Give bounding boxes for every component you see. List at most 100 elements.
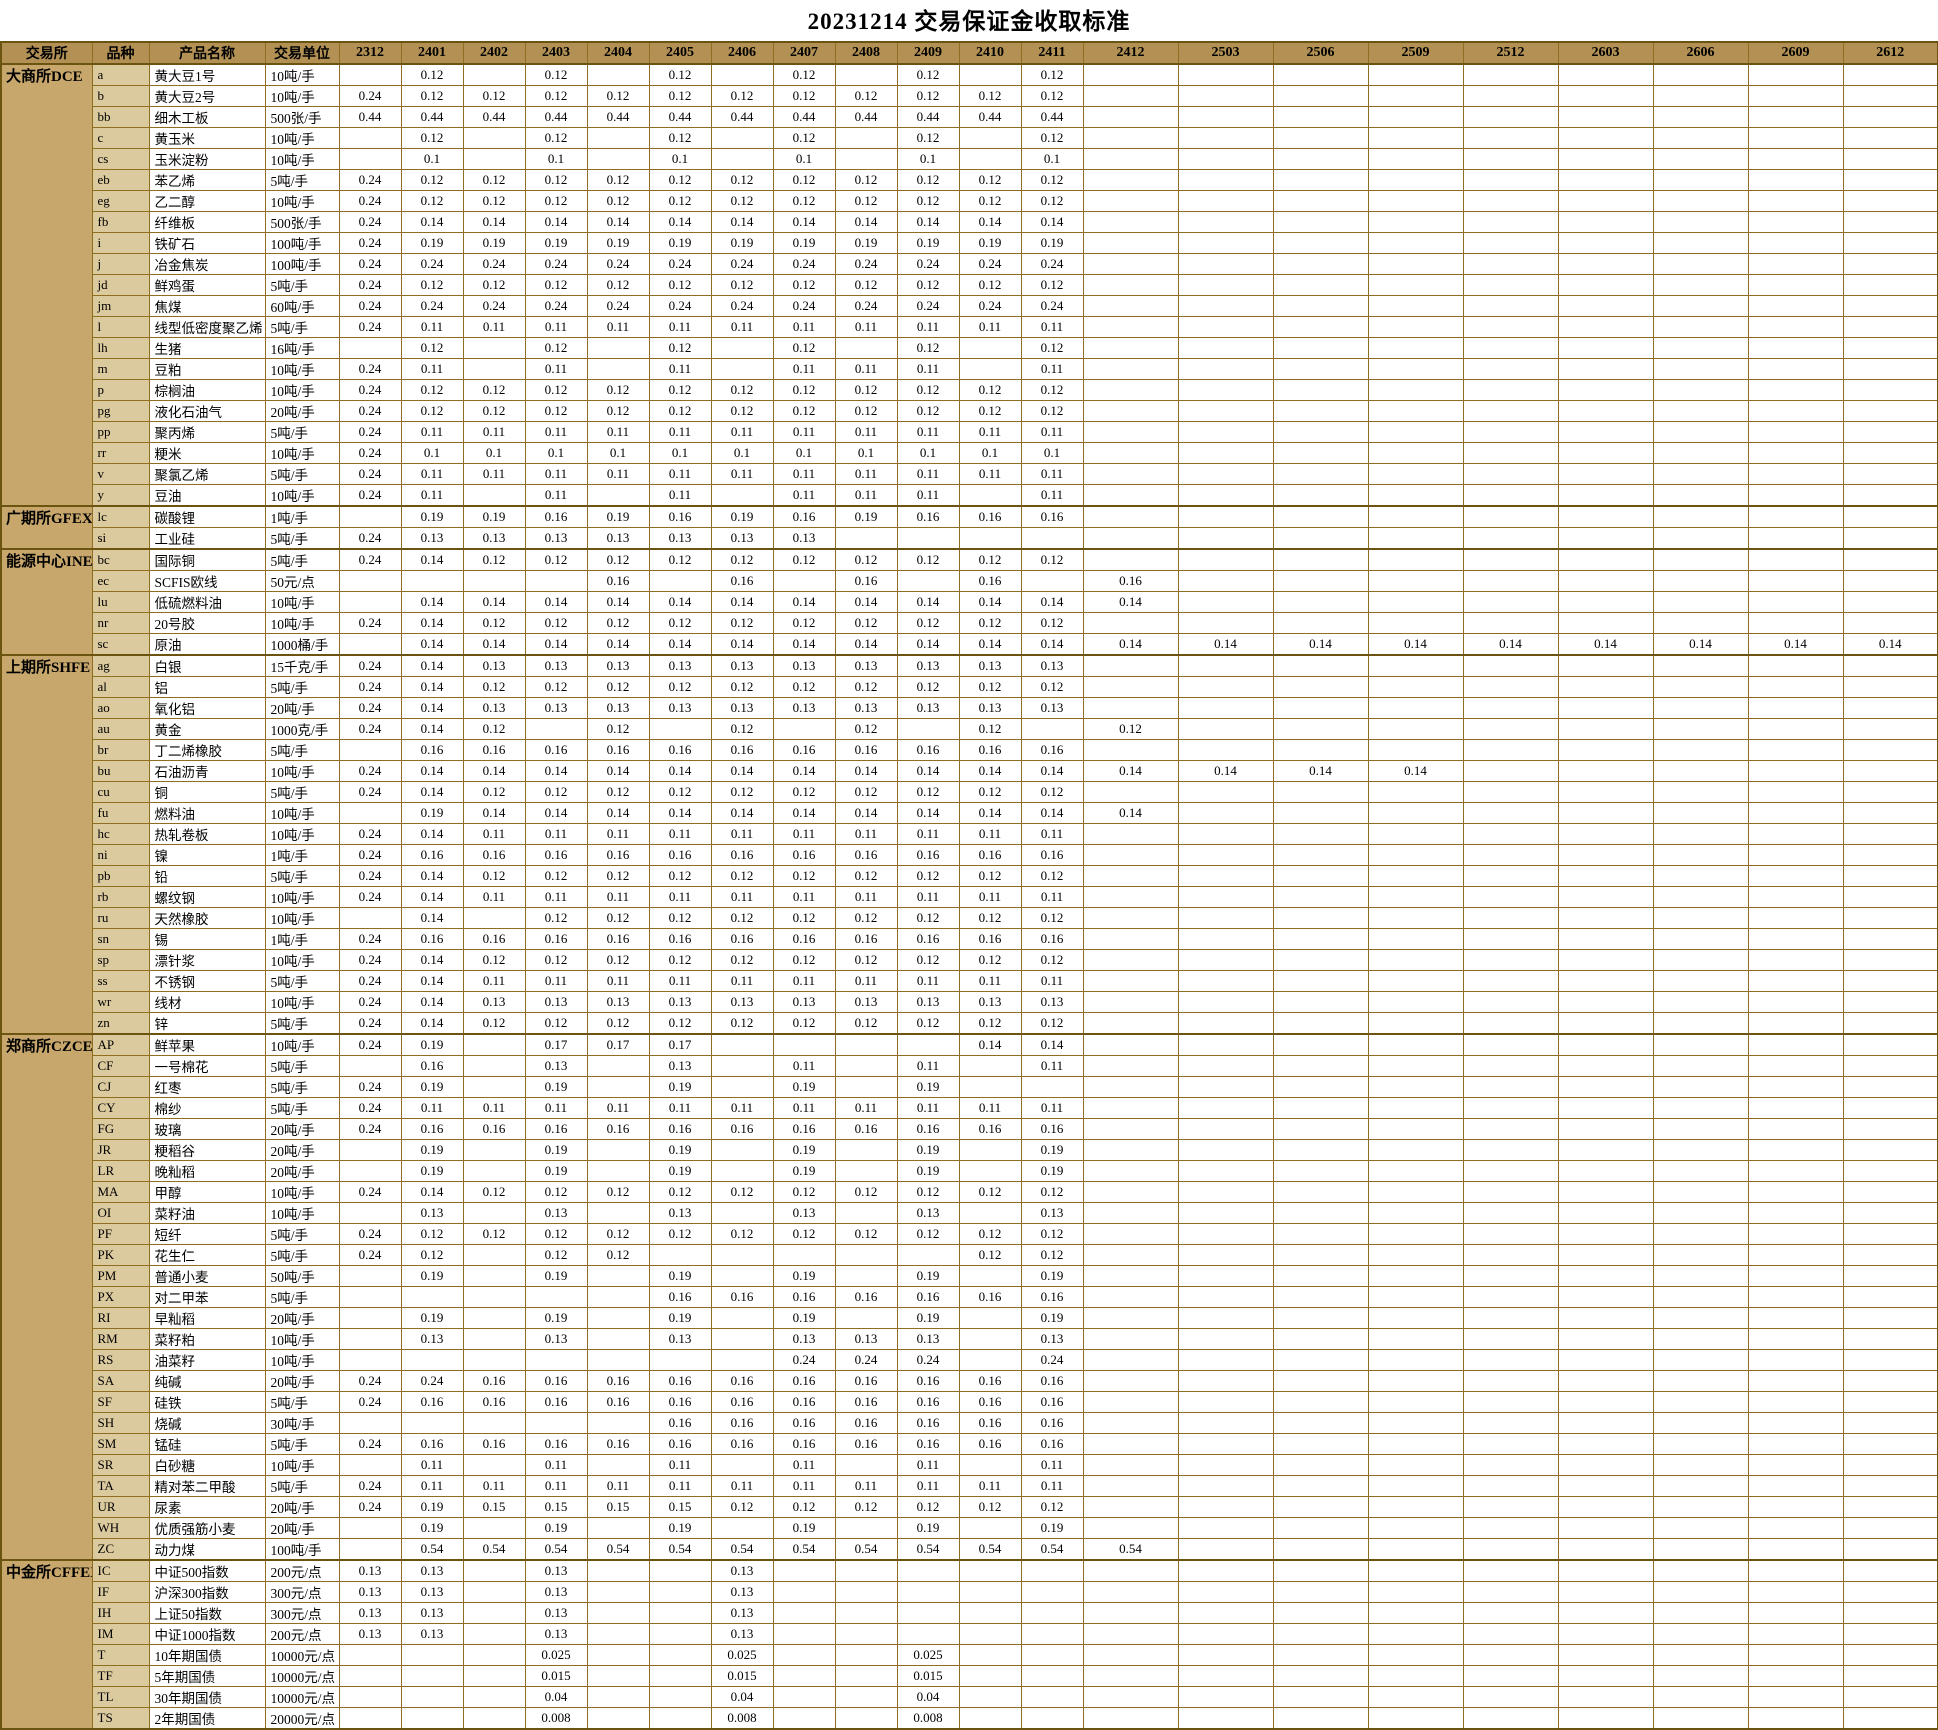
margin-cell-WH-2506 [1272,1517,1369,1539]
variety-code: SM [91,1433,150,1455]
margin-cell-pb-2603 [1557,865,1654,887]
margin-cell-cs-2312 [338,148,402,170]
margin-cell-si-2312: 0.24 [338,527,402,550]
margin-cell-IM-2612 [1842,1623,1938,1645]
margin-cell-AP-2612 [1842,1033,1938,1056]
margin-cell-ao-2401: 0.14 [400,697,464,719]
margin-cell-l-2312: 0.24 [338,316,402,338]
variety-code: CY [91,1097,150,1119]
margin-cell-T-2407 [772,1644,836,1666]
margin-cell-SM-2405: 0.16 [648,1433,712,1455]
margin-cell-jd-2403: 0.12 [524,274,588,296]
table-row-nr: nr 20号胶 10吨/手 0.24 0.14 0.12 0.12 0.12 0.12 0.12 0… [1,612,1938,634]
margin-cell-IF-2506 [1272,1581,1369,1603]
margin-cell-SR-2612 [1842,1454,1938,1476]
margin-cell-si-2405: 0.13 [648,527,712,550]
table-row-ec: ec SCFIS欧线 50元/点 0.16 0.16 0.16 0.16 0.16 [1,570,1938,592]
margin-cell-IC-2408 [834,1559,898,1582]
margin-cell-CF-2503 [1177,1055,1274,1077]
margin-cell-si-2402: 0.13 [462,527,526,550]
margin-cell-cs-2412 [1082,148,1179,170]
margin-cell-RS-2402 [462,1349,526,1371]
page-title: 20231214 交易保证金收取标准 [807,9,1131,34]
margin-cell-ZC-2411: 0.54 [1020,1538,1084,1561]
margin-cell-cu-2506 [1272,781,1369,803]
margin-cell-PK-2506 [1272,1244,1369,1266]
margin-cell-eb-2407: 0.12 [772,169,836,191]
variety-code: si [91,527,150,550]
margin-cell-LR-2403: 0.19 [524,1160,588,1182]
trading-unit: 5吨/手 [264,316,340,338]
margin-cell-OI-2609 [1747,1202,1844,1224]
margin-cell-ec-2503 [1177,570,1274,592]
margin-cell-RM-2503 [1177,1328,1274,1350]
margin-cell-PF-2512 [1462,1223,1559,1245]
table-row-OI: OI 菜籽油 10吨/手 0.13 0.13 0.13 0.13 0.13 0.13 [1,1202,1938,1224]
trading-unit: 10吨/手 [264,63,340,86]
trading-unit: 20吨/手 [264,697,340,719]
margin-cell-lh-2503 [1177,337,1274,359]
margin-cell-pg-2606 [1652,400,1749,422]
table-row-al: al 铝 5吨/手 0.24 0.14 0.12 0.12 0.12 0.12 0.12 0.12 0… [1,676,1938,698]
margin-cell-sp-2406: 0.12 [710,949,774,971]
margin-cell-PM-2512 [1462,1265,1559,1287]
margin-cell-sp-2603 [1557,949,1654,971]
margin-cell-a-2506 [1272,63,1369,86]
margin-cell-ZC-2312 [338,1538,402,1561]
margin-cell-bu-2409: 0.14 [896,760,960,782]
margin-cell-TS-2410 [958,1707,1022,1730]
product-name: 铝 [148,676,266,698]
margin-cell-br-2603 [1557,739,1654,761]
margin-cell-PK-2401: 0.12 [400,1244,464,1266]
trading-unit: 10吨/手 [264,949,340,971]
margin-cell-WH-2609 [1747,1517,1844,1539]
trading-unit: 5吨/手 [264,781,340,803]
table-row-WH: WH 优质强筋小麦 20吨/手 0.19 0.19 0.19 0.19 0.19 0.19 [1,1517,1938,1539]
product-name: 细木工板 [148,106,266,128]
trading-unit: 10吨/手 [264,1328,340,1350]
margin-cell-TF-2407 [772,1665,836,1687]
margin-cell-PK-2312: 0.24 [338,1244,402,1266]
variety-code: pg [91,400,150,422]
margin-cell-wr-2509 [1367,991,1464,1013]
margin-cell-al-2403: 0.12 [524,676,588,698]
margin-cell-cu-2405: 0.12 [648,781,712,803]
margin-cell-sn-2512 [1462,928,1559,950]
margin-cell-sn-2402: 0.16 [462,928,526,950]
margin-cell-y-2409: 0.11 [896,484,960,507]
margin-cell-hc-2412 [1082,823,1179,845]
margin-cell-MA-2506 [1272,1181,1369,1203]
margin-cell-wr-2411: 0.13 [1020,991,1084,1013]
product-name: 对二甲苯 [148,1286,266,1308]
product-name: 热轧卷板 [148,823,266,845]
margin-cell-ss-2509 [1367,970,1464,992]
margin-cell-l-2401: 0.11 [400,316,464,338]
margin-cell-ao-2405: 0.13 [648,697,712,719]
margin-cell-al-2603 [1557,676,1654,698]
margin-cell-i-2606 [1652,232,1749,254]
margin-cell-CJ-2412 [1082,1076,1179,1098]
margin-cell-bc-2404: 0.12 [586,548,650,571]
margin-cell-sc-2609: 0.14 [1747,633,1844,656]
exchange-label: 能源中心INE [0,548,93,656]
margin-cell-WH-2606 [1652,1517,1749,1539]
column-header-month-2312: 2312 [338,41,402,65]
column-header-month-2403: 2403 [524,41,588,65]
margin-cell-lh-2509 [1367,337,1464,359]
margin-cell-y-2408: 0.11 [834,484,898,507]
margin-cell-IC-2412 [1082,1559,1179,1582]
margin-cell-PF-2406: 0.12 [710,1223,774,1245]
margin-cell-br-2403: 0.16 [524,739,588,761]
table-row-JR: JR 粳稻谷 20吨/手 0.19 0.19 0.19 0.19 0.19 0.19 [1,1139,1938,1161]
margin-cell-SM-2402: 0.16 [462,1433,526,1455]
margin-cell-ZC-2506 [1272,1538,1369,1561]
margin-cell-SF-2509 [1367,1391,1464,1413]
column-header-month-2401: 2401 [400,41,464,65]
margin-cell-TL-2512 [1462,1686,1559,1708]
margin-cell-rb-2606 [1652,886,1749,908]
margin-cell-i-2312: 0.24 [338,232,402,254]
margin-cell-OI-2404 [586,1202,650,1224]
margin-cell-CY-2405: 0.11 [648,1097,712,1119]
margin-cell-c-2402 [462,127,526,149]
margin-cell-zn-2402: 0.12 [462,1012,526,1035]
